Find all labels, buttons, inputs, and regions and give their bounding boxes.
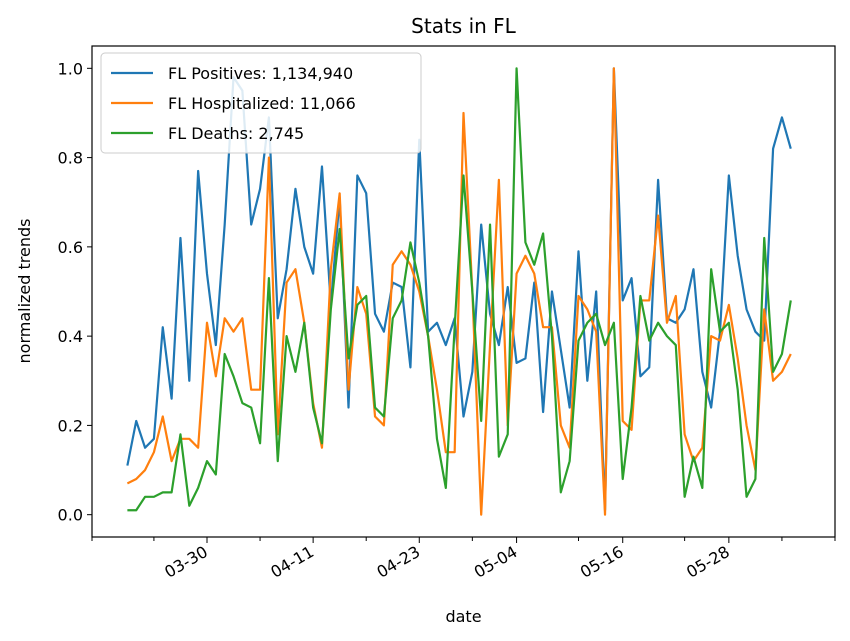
chart-title: Stats in FL xyxy=(411,14,517,38)
legend-label-1: FL Hospitalized: 11,066 xyxy=(168,94,356,113)
series-line-1 xyxy=(126,67,792,516)
y-tick-label: 0.0 xyxy=(58,506,83,525)
series-line-2 xyxy=(127,67,792,512)
legend-label-2: FL Deaths: 2,745 xyxy=(168,124,304,143)
y-axis-title: normalized trends xyxy=(15,219,34,364)
y-tick-label: 1.0 xyxy=(58,59,83,78)
legend-box xyxy=(100,52,422,154)
legend-label-0: FL Positives: 1,134,940 xyxy=(168,64,353,83)
x-axis-title: date xyxy=(445,607,481,626)
y-axis: 0.0 0.2 0.4 0.6 0.8 1.0 xyxy=(58,59,92,525)
y-tick-label: 0.6 xyxy=(58,238,83,257)
y-tick-label: 0.2 xyxy=(58,416,83,435)
y-tick-label: 0.8 xyxy=(58,149,83,168)
axes-frame xyxy=(91,45,836,538)
legend: FL Positives: 1,134,940 FL Hospitalized: … xyxy=(100,52,422,154)
y-tick-label: 0.4 xyxy=(58,327,83,346)
